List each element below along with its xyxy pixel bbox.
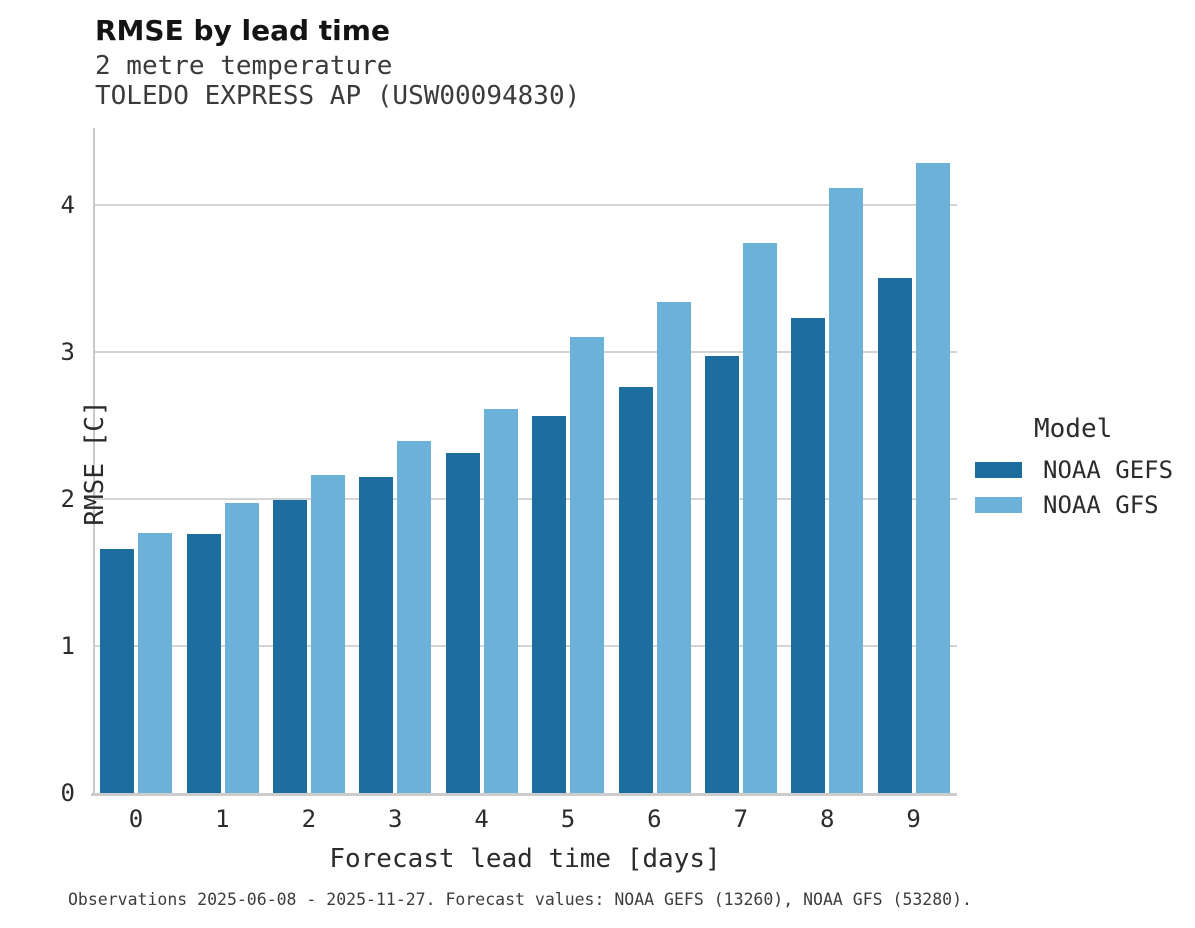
y-tick-label-0: 0 xyxy=(60,779,75,807)
chart-subtitle-station: TOLEDO EXPRESS AP (USW00094830) xyxy=(95,81,581,111)
x-axis-title: Forecast lead time [days] xyxy=(329,844,721,874)
bar-noaa-gfs-lead-9 xyxy=(915,163,950,793)
bar-noaa-gefs-lead-4 xyxy=(445,453,480,793)
bar-noaa-gefs-lead-7 xyxy=(705,356,739,793)
gridline-y-3 xyxy=(95,350,957,353)
legend-entry-noaa-gfs: NOAA GFS xyxy=(975,487,1190,522)
legend-title: Model xyxy=(1034,414,1113,444)
x-tick-label-4: 4 xyxy=(474,805,489,833)
chart-subtitle-variable: 2 metre temperature xyxy=(95,51,393,81)
bar-noaa-gefs-lead-3 xyxy=(359,477,394,793)
bar-noaa-gefs-lead-1 xyxy=(186,534,221,793)
bar-noaa-gfs-lead-6 xyxy=(656,302,691,793)
x-tick-label-5: 5 xyxy=(560,805,576,833)
caption: Observations 2025-06-08 - 2025-11-27. Fo… xyxy=(68,890,972,909)
legend-swatch-noaa-gefs xyxy=(975,461,1022,478)
bar-noaa-gefs-lead-2 xyxy=(273,500,307,793)
x-tick-label-2: 2 xyxy=(301,805,317,833)
bar-noaa-gfs-lead-8 xyxy=(829,188,864,793)
y-axis-title: RMSE [C] xyxy=(80,400,110,526)
legend-entry-noaa-gefs: NOAA GEFS xyxy=(975,452,1190,487)
bar-noaa-gefs-lead-0 xyxy=(100,549,135,793)
bar-noaa-gefs-lead-9 xyxy=(877,278,912,793)
bar-noaa-gfs-lead-7 xyxy=(743,243,777,793)
legend-swatch-noaa-gfs xyxy=(975,496,1022,513)
plot-area: RMSE [C] Forecast lead time [days] 0 1 2 3 4… xyxy=(61,128,957,874)
bar-noaa-gfs-lead-3 xyxy=(397,441,432,793)
bar-noaa-gfs-lead-2 xyxy=(311,475,345,793)
gridline-y-2 xyxy=(95,497,957,500)
bar-noaa-gfs-lead-5 xyxy=(570,337,605,793)
x-tick-label-9: 9 xyxy=(906,805,921,833)
x-tick-label-7: 7 xyxy=(733,805,749,833)
y-axis-spine xyxy=(93,128,95,795)
legend-label-noaa-gefs: NOAA GEFS xyxy=(1043,455,1174,484)
x-tick-label-3: 3 xyxy=(387,805,403,833)
x-tick-label-8: 8 xyxy=(819,805,835,833)
bar-noaa-gfs-lead-0 xyxy=(138,533,173,793)
bar-noaa-gfs-lead-4 xyxy=(483,409,518,793)
bar-noaa-gefs-lead-6 xyxy=(618,387,653,793)
x-tick-label-0: 0 xyxy=(128,805,144,833)
bar-noaa-gefs-lead-8 xyxy=(791,318,826,793)
y-tick-label-3: 3 xyxy=(60,337,75,366)
bar-noaa-gfs-lead-1 xyxy=(224,503,259,793)
chart-title: RMSE by lead time xyxy=(95,14,390,47)
bar-noaa-gefs-lead-5 xyxy=(532,416,567,793)
gridline-y-4 xyxy=(95,203,957,206)
y-tick-label-2: 2 xyxy=(60,484,75,513)
gridline-y-1 xyxy=(95,644,957,647)
legend: Model NOAA GEFS NOAA GFS xyxy=(975,415,1190,522)
x-axis-spine xyxy=(91,793,957,796)
x-tick-label-1: 1 xyxy=(215,805,230,833)
legend-label-noaa-gfs: NOAA GFS xyxy=(1043,490,1159,519)
x-tick-label-6: 6 xyxy=(647,805,662,833)
y-tick-label-4: 4 xyxy=(60,190,75,219)
y-tick-label-1: 1 xyxy=(60,631,75,660)
